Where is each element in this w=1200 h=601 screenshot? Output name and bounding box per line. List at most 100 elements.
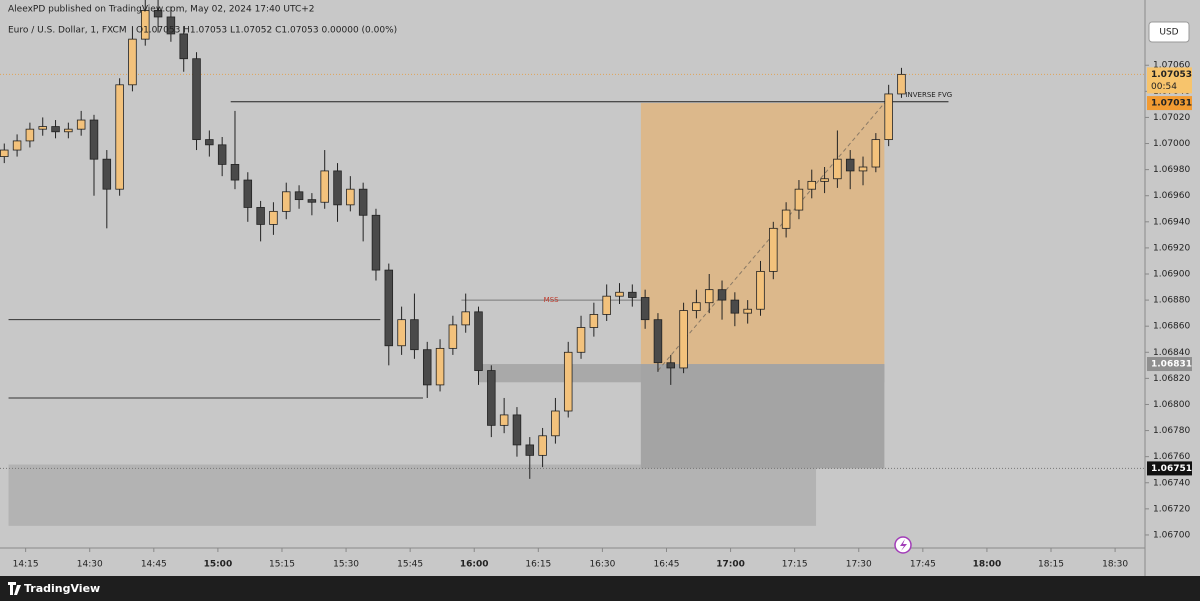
candle-body	[205, 139, 214, 146]
candle-body	[871, 139, 881, 168]
y-tick-label: 1.06920	[1153, 243, 1190, 253]
y-tick-label: 1.06740	[1153, 478, 1190, 488]
candle-body	[64, 128, 73, 133]
y-tick-label: 1.07000	[1153, 139, 1190, 149]
candle-body	[756, 270, 765, 310]
candle-body	[730, 299, 740, 314]
candle-body	[679, 310, 688, 369]
x-tick-label: 18:30	[1102, 560, 1128, 570]
y-tick-label: 1.06700	[1153, 530, 1190, 540]
candle-body	[397, 319, 406, 347]
candle-body	[615, 291, 624, 297]
footer-brand: TradingView	[24, 582, 100, 595]
candle-body	[282, 191, 291, 212]
candle-body	[499, 414, 509, 426]
candle-body	[384, 269, 394, 347]
y-tick-label: 1.06860	[1153, 322, 1190, 332]
x-tick-label: 15:00	[204, 560, 233, 570]
price-label-box	[1147, 357, 1192, 372]
candle-body	[115, 84, 124, 190]
x-tick-label: 14:45	[141, 560, 167, 570]
x-tick-label: 17:15	[782, 560, 808, 570]
candle-body	[666, 362, 676, 369]
candle-body	[307, 199, 317, 203]
candle-body	[294, 191, 304, 201]
candle-body	[435, 347, 445, 386]
x-tick-label: 17:00	[716, 560, 745, 570]
y-tick-label: 1.06760	[1153, 452, 1190, 462]
candle-body	[794, 188, 804, 211]
candle-body	[576, 327, 586, 353]
footer-bar	[0, 576, 1200, 601]
candle-body	[269, 210, 278, 225]
tv-logo	[8, 582, 21, 595]
candle-body	[422, 349, 432, 386]
candle-body	[141, 10, 150, 40]
candle-body	[243, 179, 253, 208]
candle-body	[217, 144, 227, 165]
candle-body	[781, 209, 791, 229]
candle-body	[820, 178, 829, 182]
axis-layer: 1.06700 1.06720 1.06740 1.06760 1.06780 1.068…	[13, 61, 1192, 570]
price-label: 1.06751	[1151, 464, 1192, 474]
candle-body	[858, 166, 868, 172]
x-tick-label: 15:30	[333, 560, 359, 570]
candle-body	[628, 291, 637, 298]
candle-body	[89, 119, 99, 160]
candle-body	[12, 140, 22, 151]
candle-body	[256, 207, 265, 225]
candle-body	[51, 126, 60, 133]
candle-body	[410, 319, 419, 351]
candle-body	[25, 128, 35, 142]
y-tick-label: 1.06800	[1153, 400, 1190, 410]
candle-body	[704, 289, 714, 304]
candle-body	[525, 444, 535, 456]
zone	[8, 464, 817, 526]
x-tick-label: 14:15	[13, 560, 39, 570]
y-tick-label: 1.06840	[1153, 348, 1190, 358]
candle-body	[487, 370, 496, 426]
x-tick-label: 16:45	[654, 560, 680, 570]
candle-body	[602, 295, 611, 315]
candle-body	[474, 311, 483, 371]
price-label: 1.06831	[1151, 360, 1192, 370]
candle-body	[589, 314, 599, 328]
candle-body	[128, 38, 137, 86]
candle-body	[884, 93, 893, 141]
event-bolt	[900, 539, 907, 551]
candle-body	[807, 180, 816, 190]
y-tick-label: 1.06980	[1153, 165, 1190, 175]
x-tick-label: 15:45	[397, 560, 423, 570]
y-tick-label: 1.06940	[1153, 217, 1190, 227]
chart-title: AleexPD published on TradingView.com, Ma…	[8, 5, 315, 15]
level-label: INVERSE FVG	[905, 91, 952, 99]
y-tick-label: 1.06960	[1153, 191, 1190, 201]
candle-body	[448, 324, 458, 349]
plot-background	[0, 0, 1145, 548]
candle-body	[192, 58, 201, 141]
y-tick-label: 1.06880	[1153, 296, 1190, 306]
candle-body	[769, 227, 778, 272]
y-tick-label: 1.06780	[1153, 426, 1190, 436]
candle-body	[230, 163, 240, 181]
candle-body	[743, 308, 752, 314]
candle-body	[333, 170, 342, 206]
price-label: 1.07053	[1151, 70, 1192, 80]
currency-button[interactable]	[1148, 21, 1190, 43]
y-tick-label: 1.07060	[1153, 61, 1190, 71]
candle-body	[153, 10, 163, 18]
y-tick-label: 1.06720	[1153, 504, 1190, 514]
candle-body	[371, 214, 381, 271]
candle-body	[166, 16, 176, 35]
candle-body	[179, 33, 188, 60]
candle-body	[346, 188, 355, 206]
zone	[640, 103, 885, 365]
zone	[640, 364, 885, 469]
y-tick-label: 1.07020	[1153, 113, 1190, 123]
candle-body	[551, 410, 560, 437]
currency[interactable]: USD	[1159, 28, 1178, 38]
price-axis	[1145, 0, 1200, 576]
x-tick-label: 17:30	[846, 560, 872, 570]
price-label-box	[1147, 67, 1192, 94]
